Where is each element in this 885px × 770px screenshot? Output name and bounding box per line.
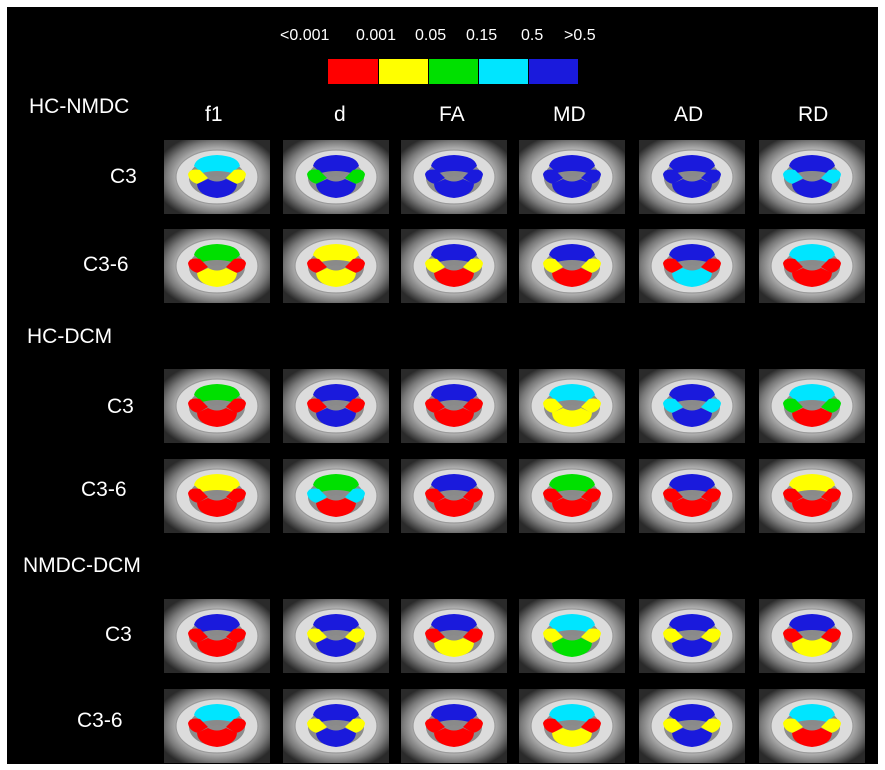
cord-map-hc-dcm-c3-6-rd	[759, 459, 865, 533]
legend-swatch-green	[429, 59, 478, 84]
cord-map-nmdc-dcm-c3-6-rd	[759, 689, 865, 763]
row-label: C3-6	[81, 478, 127, 501]
section-title: HC-DCM	[27, 325, 113, 348]
cord-map-hc-dcm-c3-6-ad	[639, 459, 745, 533]
cord-map-hc-nmdc-c3-6-f1	[164, 229, 270, 303]
cord-map-nmdc-dcm-c3-6-fa	[401, 689, 507, 763]
row-label: C3	[107, 395, 134, 418]
legend-swatch-red	[328, 59, 378, 84]
cord-map-nmdc-dcm-c3-6-f1	[164, 689, 270, 763]
cord-map-hc-dcm-c3-fa	[401, 369, 507, 443]
row-label: C3	[105, 623, 132, 646]
cord-map-nmdc-dcm-c3-f1	[164, 599, 270, 673]
cord-map-hc-dcm-c3-f1	[164, 369, 270, 443]
cord-map-nmdc-dcm-c3-md	[519, 599, 625, 673]
cord-map-nmdc-dcm-c3-6-md	[519, 689, 625, 763]
cord-map-hc-dcm-c3-d	[283, 369, 389, 443]
cord-map-hc-nmdc-c3-6-rd	[759, 229, 865, 303]
column-header: FA	[439, 103, 465, 126]
cord-map-hc-nmdc-c3-6-d	[283, 229, 389, 303]
legend-swatch-yellow	[379, 59, 428, 84]
cord-map-hc-nmdc-c3-6-fa	[401, 229, 507, 303]
cord-map-hc-dcm-c3-6-d	[283, 459, 389, 533]
cord-map-hc-dcm-c3-ad	[639, 369, 745, 443]
row-label: C3	[110, 165, 137, 188]
cord-map-nmdc-dcm-c3-ad	[639, 599, 745, 673]
cord-map-nmdc-dcm-c3-6-d	[283, 689, 389, 763]
cord-map-hc-nmdc-c3-d	[283, 140, 389, 214]
row-label: C3-6	[77, 709, 123, 732]
legend-swatch-cyan	[479, 59, 528, 84]
cord-map-nmdc-dcm-c3-rd	[759, 599, 865, 673]
cord-map-nmdc-dcm-c3-6-ad	[639, 689, 745, 763]
cord-map-hc-nmdc-c3-fa	[401, 140, 507, 214]
section-title: NMDC-DCM	[23, 554, 141, 577]
cord-map-nmdc-dcm-c3-d	[283, 599, 389, 673]
cord-map-hc-nmdc-c3-f1	[164, 140, 270, 214]
row-label: C3-6	[83, 253, 129, 276]
cord-map-hc-dcm-c3-6-fa	[401, 459, 507, 533]
legend-swatch-blue	[529, 59, 578, 84]
legend-label: >0.5	[564, 27, 596, 44]
figure-panel: <0.001 0.001 0.05 0.15 0.5 >0.5 f1 d FA …	[7, 7, 878, 764]
section-title: HC-NMDC	[29, 95, 130, 118]
legend-label: <0.001	[280, 27, 330, 44]
column-header: MD	[553, 103, 586, 126]
cord-map-hc-nmdc-c3-ad	[639, 140, 745, 214]
legend-label: 0.5	[521, 27, 544, 44]
legend-label: 0.05	[415, 27, 447, 44]
cord-map-hc-nmdc-c3-rd	[759, 140, 865, 214]
cord-map-hc-dcm-c3-6-md	[519, 459, 625, 533]
cord-map-nmdc-dcm-c3-fa	[401, 599, 507, 673]
legend-label: 0.001	[356, 27, 397, 44]
cord-map-hc-nmdc-c3-6-ad	[639, 229, 745, 303]
cord-map-hc-dcm-c3-rd	[759, 369, 865, 443]
cord-map-hc-nmdc-c3-md	[519, 140, 625, 214]
cord-map-hc-nmdc-c3-6-md	[519, 229, 625, 303]
legend-label: 0.15	[466, 27, 498, 44]
cord-map-hc-dcm-c3-md	[519, 369, 625, 443]
column-header: AD	[674, 103, 704, 126]
column-header: RD	[798, 103, 829, 126]
column-header: d	[334, 103, 346, 126]
column-header: f1	[205, 103, 223, 126]
cord-map-hc-dcm-c3-6-f1	[164, 459, 270, 533]
